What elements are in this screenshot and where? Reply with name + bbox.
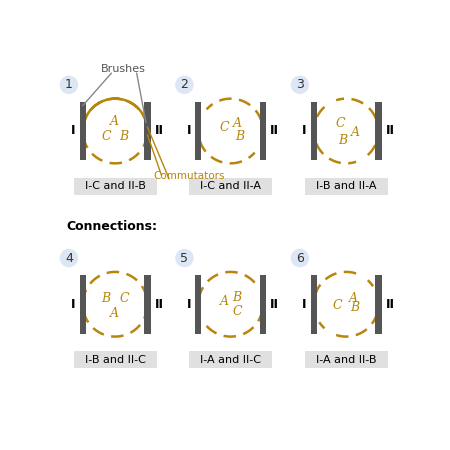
Text: A: A <box>110 115 119 128</box>
Text: II: II <box>270 298 279 311</box>
Text: I: I <box>72 298 76 311</box>
Circle shape <box>60 76 78 94</box>
Bar <box>73 178 157 195</box>
Text: II: II <box>385 298 394 311</box>
Text: C: C <box>101 130 111 143</box>
Bar <box>310 275 317 333</box>
Text: II: II <box>270 125 279 138</box>
Text: B: B <box>338 134 347 147</box>
Text: C: C <box>332 299 342 312</box>
Text: I-B and II-A: I-B and II-A <box>316 181 376 191</box>
Text: 5: 5 <box>180 252 189 265</box>
Bar <box>195 102 201 160</box>
Text: A: A <box>349 292 358 305</box>
Text: B: B <box>351 301 360 314</box>
Text: I: I <box>187 125 191 138</box>
Text: Connections:: Connections: <box>67 220 158 233</box>
Bar <box>260 275 266 333</box>
Bar <box>375 102 382 160</box>
Circle shape <box>60 249 78 267</box>
Circle shape <box>291 249 309 267</box>
Text: 4: 4 <box>65 252 73 265</box>
Text: 3: 3 <box>296 78 304 91</box>
Bar <box>73 351 157 368</box>
Text: II: II <box>385 125 394 138</box>
Bar <box>260 102 266 160</box>
Text: I: I <box>72 125 76 138</box>
Circle shape <box>175 76 194 94</box>
Text: C: C <box>220 121 230 134</box>
Bar <box>189 351 272 368</box>
Text: A: A <box>233 117 242 130</box>
Text: B: B <box>235 130 244 143</box>
Bar <box>189 178 272 195</box>
Text: I: I <box>302 298 307 311</box>
Bar <box>310 102 317 160</box>
Text: B: B <box>102 292 111 305</box>
Circle shape <box>175 249 194 267</box>
Text: C: C <box>119 292 129 305</box>
Text: II: II <box>154 298 163 311</box>
Text: II: II <box>154 125 163 138</box>
Bar <box>80 275 86 333</box>
Text: A: A <box>110 307 119 320</box>
Text: C: C <box>233 305 243 318</box>
Text: 6: 6 <box>296 252 304 265</box>
Text: 1: 1 <box>65 78 73 91</box>
Bar <box>305 178 388 195</box>
Bar <box>80 102 86 160</box>
Text: I: I <box>302 125 307 138</box>
Text: Brushes: Brushes <box>100 64 145 74</box>
Text: A: A <box>351 126 360 139</box>
Text: I-B and II-C: I-B and II-C <box>85 355 145 365</box>
Text: I-A and II-B: I-A and II-B <box>316 355 376 365</box>
Bar <box>195 275 201 333</box>
Text: A: A <box>220 294 230 307</box>
Bar <box>144 102 151 160</box>
Text: I-C and II-B: I-C and II-B <box>85 181 145 191</box>
Text: C: C <box>336 117 345 130</box>
Bar <box>144 275 151 333</box>
Text: B: B <box>232 291 241 304</box>
Text: I-A and II-C: I-A and II-C <box>200 355 261 365</box>
Text: B: B <box>120 130 129 143</box>
Circle shape <box>291 76 309 94</box>
Text: I-C and II-A: I-C and II-A <box>200 181 261 191</box>
Text: 2: 2 <box>180 78 189 91</box>
Bar <box>375 275 382 333</box>
Text: I: I <box>187 298 191 311</box>
Text: Commutators: Commutators <box>153 171 225 181</box>
Bar <box>305 351 388 368</box>
